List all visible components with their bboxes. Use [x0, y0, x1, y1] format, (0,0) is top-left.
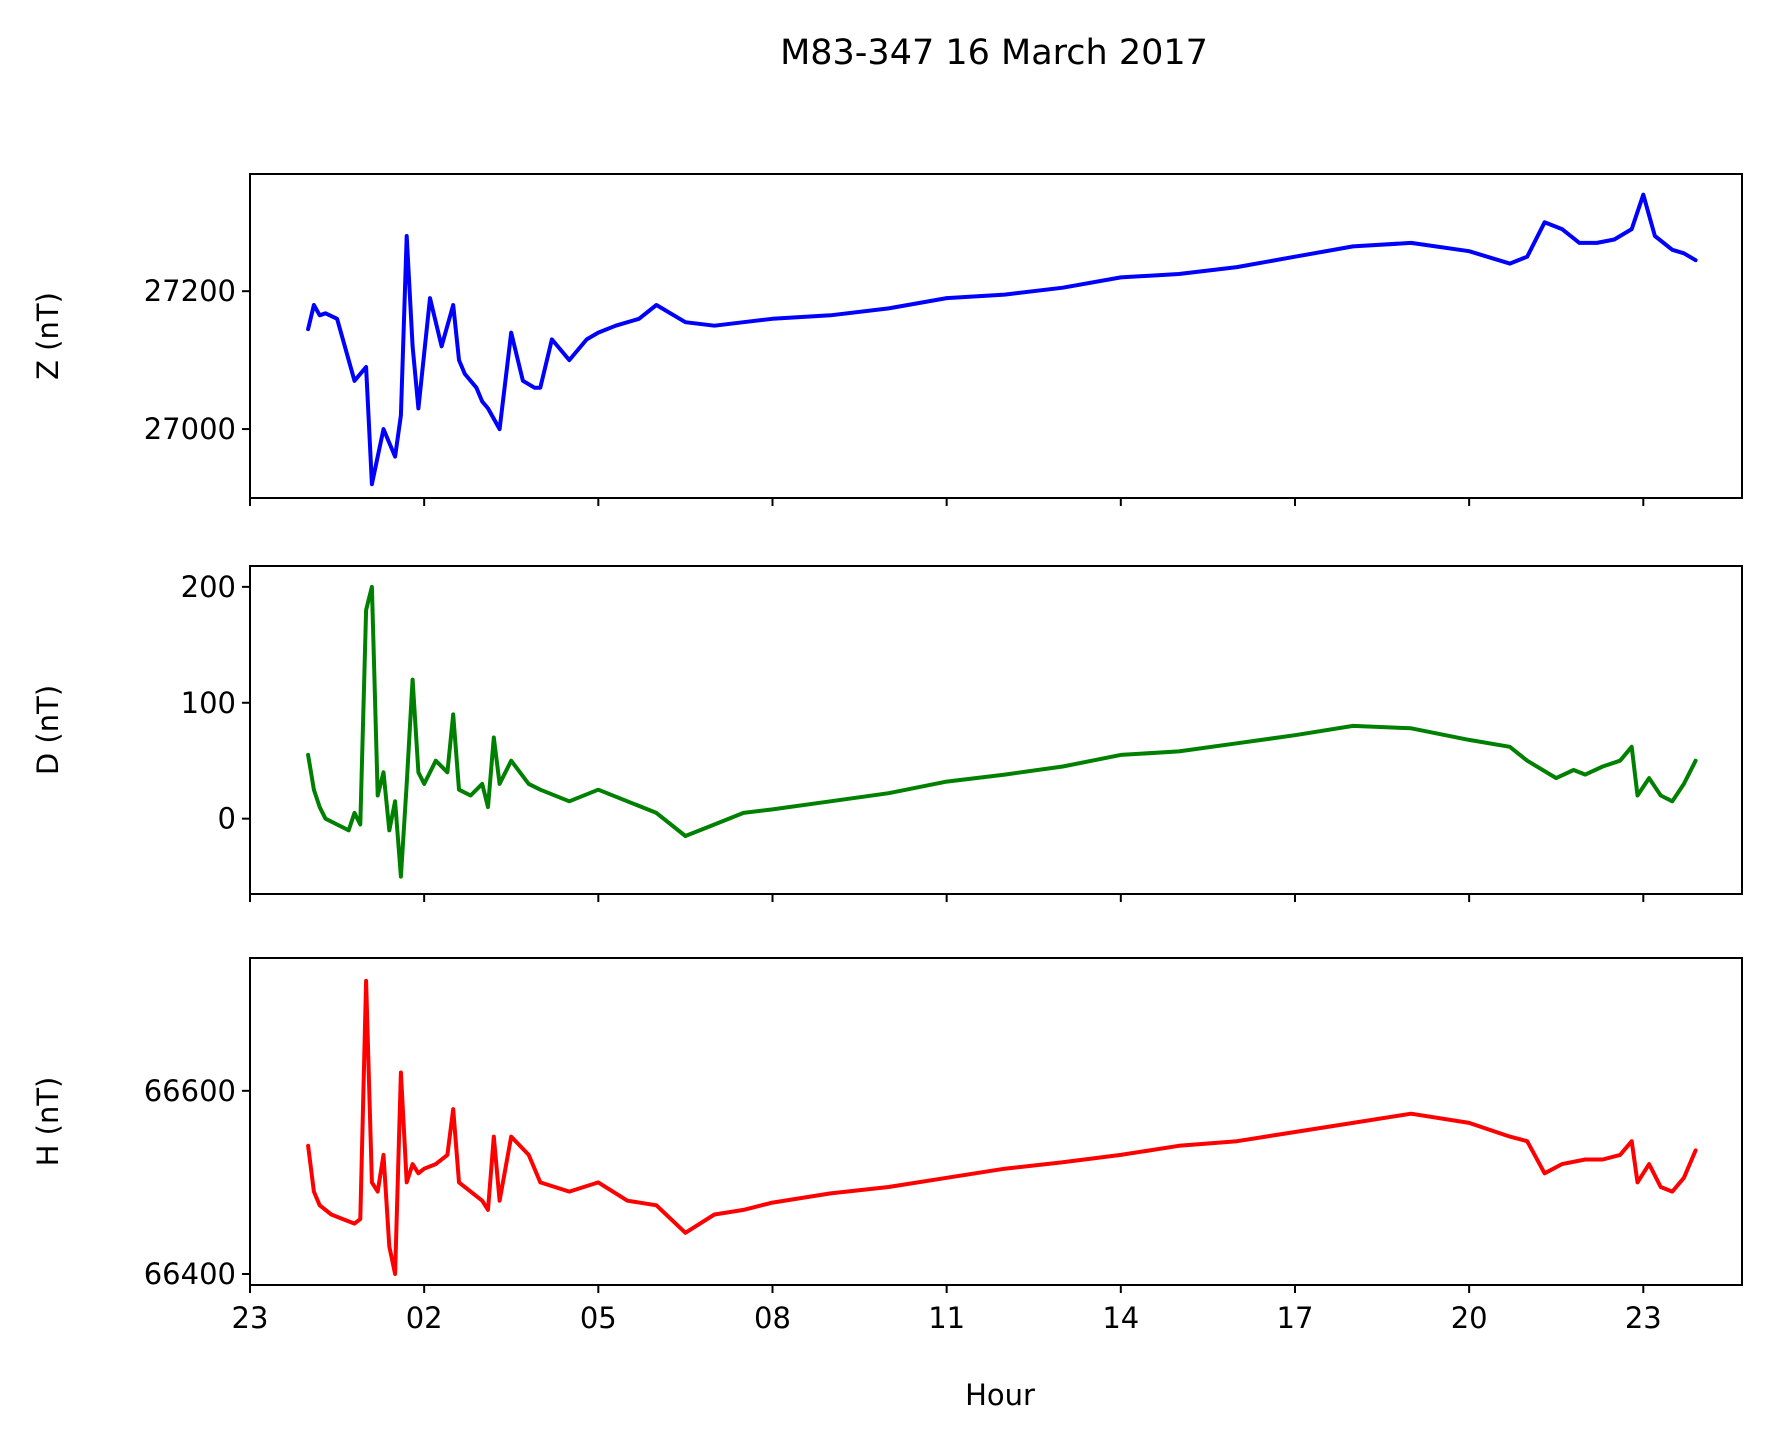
y-tick-label-1-2: 200: [181, 570, 236, 604]
x-axis-label: Hour: [965, 1378, 1035, 1412]
x-tick-label-8: 23: [1625, 1301, 1662, 1335]
y-tick-label-0-0: 27000: [144, 412, 236, 446]
x-tick-label-0: 23: [232, 1301, 269, 1335]
plot-frame-1: [249, 565, 1743, 895]
x-tick-label-2: 05: [580, 1301, 617, 1335]
x-tick-label-1: 02: [406, 1301, 443, 1335]
panel-1: 0 100 200 D (nT): [31, 565, 1743, 902]
series-line-1: [306, 584, 1698, 879]
x-tick-label-6: 17: [1277, 1301, 1314, 1335]
y-tick-label-2-0: 66400: [144, 1257, 236, 1291]
y-tick-label-0-1: 27200: [144, 274, 236, 308]
plot-frame-0: [249, 173, 1743, 499]
plot-frame-2: [249, 957, 1743, 1286]
chart-title: M83-347 16 March 2017: [780, 33, 1208, 73]
y-tick-label-1-0: 0: [218, 802, 236, 836]
y-axis-label-2: H (nT): [31, 1077, 65, 1167]
x-tick-label-3: 08: [754, 1301, 791, 1335]
y-tick-label-2-1: 66600: [144, 1074, 236, 1108]
y-tick-label-1-1: 100: [181, 686, 236, 720]
x-tick-label-7: 20: [1451, 1301, 1488, 1335]
panels: 27000 27200 Z (nT) 0 100 200 D (nT) 66400 66600 2…: [31, 173, 1743, 1335]
y-axis-label-1: D (nT): [31, 685, 65, 775]
series-line-0: [306, 192, 1698, 487]
x-tick-label-4: 11: [928, 1301, 965, 1335]
series-line-2: [306, 978, 1698, 1276]
y-axis-label-0: Z (nT): [31, 292, 65, 380]
panel-2: 66400 66600 23 02 05 08 11 14 17 20 23 H (nT): [31, 957, 1743, 1335]
x-tick-label-5: 14: [1102, 1301, 1139, 1335]
panel-0: 27000 27200 Z (nT): [31, 173, 1743, 506]
